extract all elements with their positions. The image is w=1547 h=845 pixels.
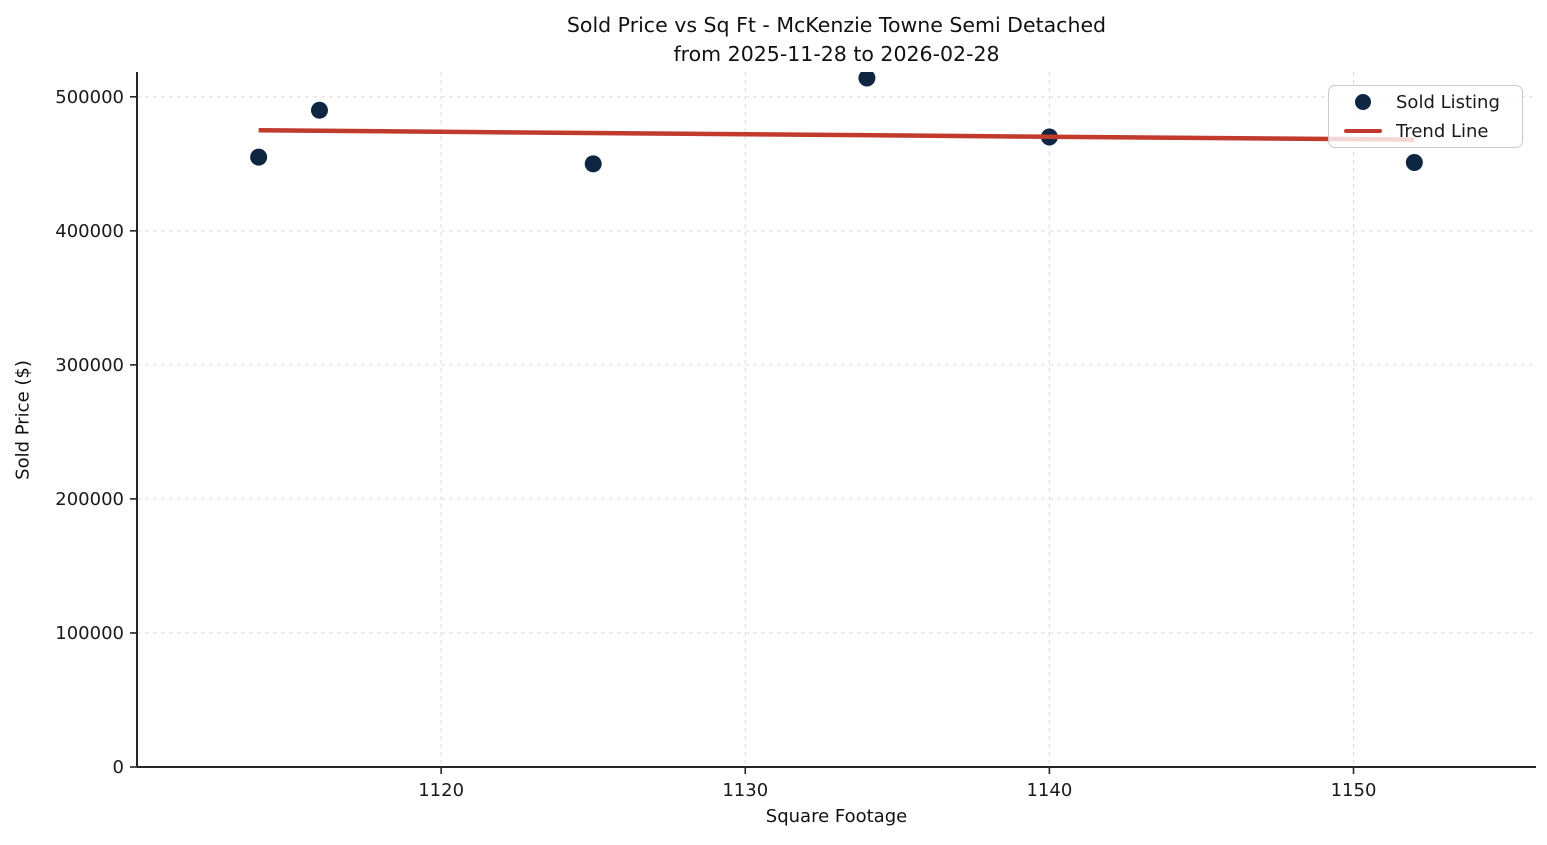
trend-line-marker-icon: [1342, 128, 1384, 134]
chart-title: Sold Price vs Sq Ft - McKenzie Towne Sem…: [137, 11, 1536, 69]
chart-title-line2: from 2025-11-28 to 2026-02-28: [673, 42, 1000, 66]
y-tick-label: 300000: [55, 355, 124, 376]
x-tick-label: 1140: [1026, 780, 1072, 801]
legend-item-trend-line: Trend Line: [1342, 120, 1512, 142]
trend-line: [258, 128, 1415, 142]
y-tick-label: 400000: [55, 221, 124, 242]
y-axis-title: Sold Price ($): [12, 360, 34, 480]
sold-listing-marker-icon: [1342, 94, 1384, 110]
scatter-point: [310, 101, 328, 119]
y-tick-label: 500000: [55, 87, 124, 108]
y-tick-label: 200000: [55, 489, 124, 510]
scatter-point: [250, 148, 268, 166]
scatter-point: [1405, 153, 1423, 171]
x-tick-label: 1150: [1331, 780, 1377, 801]
legend-item-sold-listing: Sold Listing: [1342, 91, 1512, 113]
x-axis-title: Square Footage: [765, 806, 908, 827]
legend: Sold Listing Trend Line: [1328, 85, 1523, 148]
legend-label-sold-listing: Sold Listing: [1396, 91, 1500, 113]
scatter-dot-icon: [1355, 94, 1371, 110]
scatter-point: [584, 155, 602, 173]
y-tick-label: 0: [113, 757, 124, 778]
x-tick-label: 1130: [722, 780, 768, 801]
trend-line-icon: [1344, 128, 1382, 134]
y-tick-label: 100000: [55, 623, 124, 644]
legend-label-trend-line: Trend Line: [1396, 120, 1489, 142]
x-tick-label: 1120: [418, 780, 464, 801]
scatter-point: [858, 72, 876, 87]
chart-title-line1: Sold Price vs Sq Ft - McKenzie Towne Sem…: [566, 13, 1107, 37]
